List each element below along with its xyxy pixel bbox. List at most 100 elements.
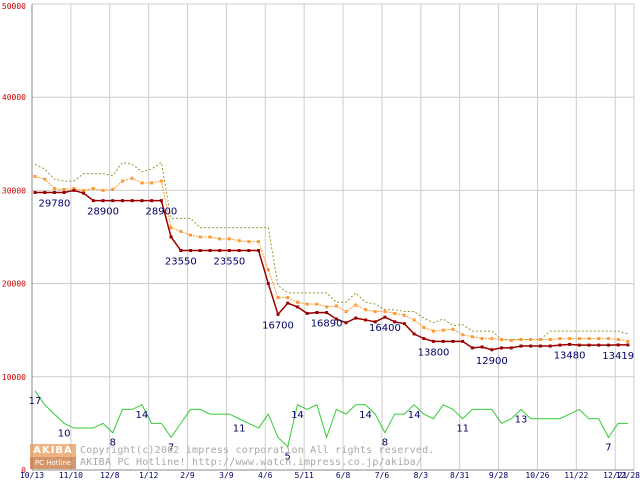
average-price-point: [616, 338, 620, 342]
average-price-point: [412, 318, 416, 322]
average-price-point: [451, 327, 455, 331]
average-price-point: [393, 311, 397, 315]
akiba-pc-hotline-logo: AKIBA PC Hotline: [30, 444, 76, 469]
min-price-point: [606, 343, 610, 347]
average-price-point: [295, 300, 299, 304]
average-price-point: [101, 188, 105, 192]
average-price-point: [626, 339, 630, 343]
min-price-point: [616, 343, 620, 347]
average-price-point: [82, 188, 86, 192]
min-price-label: 16890: [311, 319, 343, 330]
y-tick-label: 20000: [2, 280, 26, 289]
min-price-point: [295, 305, 299, 309]
min-price-point: [500, 346, 504, 350]
min-price-point: [490, 348, 494, 352]
x-tick-label: 9/28: [489, 471, 508, 480]
gridlines: [32, 3, 635, 471]
average-price-point: [568, 337, 572, 341]
min-price-point: [509, 346, 513, 350]
min-price-point: [383, 315, 387, 319]
min-price-point: [247, 249, 251, 253]
min-price-point: [43, 190, 47, 194]
min-price-line: [35, 189, 628, 351]
average-price-point: [218, 237, 222, 241]
average-price-point: [150, 181, 154, 185]
average-price-point: [402, 313, 406, 317]
average-price-point: [189, 233, 193, 237]
min-price-point: [558, 343, 562, 347]
min-price-point: [315, 310, 319, 314]
average-price-point: [72, 187, 76, 191]
shop-count-label: 17: [29, 396, 42, 407]
shop-count-label: 5: [285, 452, 291, 463]
min-price-point: [363, 318, 367, 322]
shop-count-line: [34, 390, 628, 448]
min-price-point: [227, 249, 231, 253]
x-tick-label: 12/28: [616, 471, 640, 480]
min-price-point: [393, 320, 397, 324]
min-price-point: [72, 188, 76, 192]
average-price-point: [373, 310, 377, 314]
shop-count-label: 13: [515, 414, 528, 425]
min-price-point: [218, 249, 222, 253]
min-price-point: [432, 339, 436, 343]
min-price-point: [538, 344, 542, 348]
average-price-point: [305, 302, 309, 306]
y-tick-label: 30000: [2, 186, 26, 195]
min-price-point: [266, 282, 270, 286]
y-tick-label: 50000: [2, 2, 26, 11]
min-price-point: [189, 249, 193, 253]
shop-count-label: 14: [359, 410, 372, 421]
site-url-watermark: AKIBA PC Hotline! http://www.watch.impre…: [80, 457, 423, 468]
x-tick-label: 11/10: [59, 471, 83, 480]
min-price-point: [334, 317, 338, 321]
min-price-point: [159, 199, 163, 203]
min-price-point: [91, 199, 95, 203]
shop-count-label: 10: [58, 428, 71, 439]
average-price-point: [266, 268, 270, 272]
min-price-label: 28900: [87, 207, 119, 218]
min-price-point: [325, 311, 329, 315]
min-price-point: [577, 343, 581, 347]
x-tick-label: 12/8: [100, 471, 119, 480]
average-price-point: [529, 338, 533, 342]
min-price-label: 12900: [476, 356, 508, 367]
min-price-label: 29780: [39, 198, 71, 209]
min-price-point: [597, 343, 601, 347]
min-price-point: [373, 320, 377, 324]
min-price-point: [33, 190, 37, 194]
average-price-point: [227, 237, 231, 241]
min-price-point: [548, 344, 552, 348]
min-price-point: [111, 199, 115, 203]
average-price-line: [34, 175, 629, 342]
average-price-point: [159, 179, 163, 183]
average-price-point: [383, 310, 387, 314]
average-price-point: [325, 305, 329, 309]
min-price-point: [529, 344, 533, 348]
average-price-point: [198, 235, 202, 239]
y-tick-label: 40000: [2, 93, 26, 102]
x-tick-label: 8/31: [450, 471, 469, 480]
average-price-point: [587, 337, 591, 341]
min-price-point: [286, 301, 290, 305]
min-price-label: 13800: [418, 347, 450, 358]
min-price-label: 28900: [145, 207, 177, 218]
min-price-label: 23550: [213, 257, 245, 268]
average-price-point: [363, 308, 367, 312]
min-price-point: [120, 199, 124, 203]
min-price-point: [82, 191, 86, 195]
min-price-point: [461, 339, 465, 343]
min-price-point: [451, 339, 455, 343]
average-price-point: [500, 338, 504, 342]
min-price-point: [179, 249, 183, 253]
min-price-point: [344, 321, 348, 325]
shop-count-label: 8: [382, 438, 388, 449]
min-price-point: [237, 249, 241, 253]
min-price-label: 16700: [262, 320, 294, 331]
min-price-label: 13480: [554, 350, 586, 361]
average-price-point: [257, 240, 261, 244]
min-price-point: [422, 337, 426, 341]
min-price-point: [568, 342, 572, 346]
average-price-point: [208, 235, 212, 239]
